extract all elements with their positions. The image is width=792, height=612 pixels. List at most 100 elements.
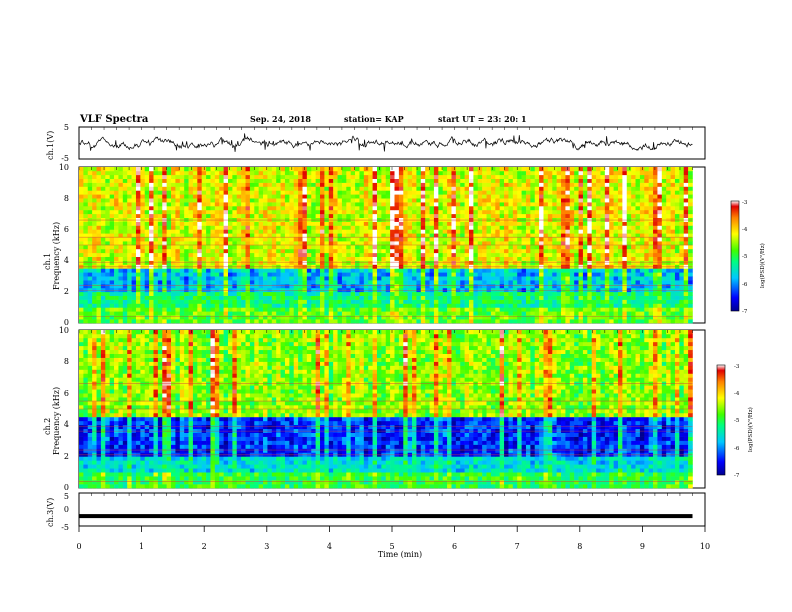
spectrogram-cell: [96, 268, 102, 273]
spectrogram-cell: [600, 248, 606, 254]
spectrogram-cell: [376, 291, 382, 296]
spectrogram-cell: [657, 295, 663, 300]
spectrogram-cell: [219, 252, 224, 257]
spectrogram-cell: [688, 194, 693, 199]
spectrogram-cell: [346, 186, 351, 191]
spectrogram-cell: [315, 319, 321, 324]
spectrogram-cell: [670, 295, 676, 300]
spectrogram-cell: [688, 186, 693, 191]
spectrogram-cell: [175, 284, 181, 289]
spectrogram-cell: [333, 241, 338, 246]
spectrogram-cell: [276, 221, 281, 226]
spectrogram-cell: [639, 319, 645, 324]
spectrogram-cell: [105, 295, 110, 300]
spectrogram-cell: [653, 202, 658, 207]
spectrogram-cell: [232, 252, 238, 257]
spectrogram-cell: [499, 237, 505, 242]
spectrogram-cell: [241, 315, 246, 320]
spectrogram-cell: [521, 319, 527, 324]
spectrogram-cell: [521, 213, 527, 218]
spectrogram-cell: [394, 241, 400, 246]
spectrogram-cell: [600, 225, 606, 230]
spectrogram-cell: [674, 295, 680, 300]
spectrogram-cell: [127, 280, 132, 285]
spectrogram-cell: [359, 319, 365, 324]
spectrogram-cell: [114, 319, 119, 324]
spectrogram-cell: [574, 241, 579, 246]
spectrogram-cell: [429, 221, 435, 226]
spectrogram-cell: [661, 299, 667, 304]
spectrogram-cell: [495, 194, 500, 199]
spectrogram-cell: [508, 252, 514, 257]
spectrogram-cell: [613, 245, 619, 250]
spectrogram-cell: [490, 319, 496, 324]
spectrogram-cell: [482, 202, 487, 207]
spectrogram-cell: [381, 186, 387, 191]
spectrogram-cell: [184, 241, 189, 246]
spectrogram-cell: [666, 202, 671, 207]
spectrogram-cell: [565, 202, 571, 207]
spectrogram-cell: [227, 303, 233, 308]
spectrogram-cell: [92, 202, 97, 207]
spectrogram-cell: [394, 280, 400, 285]
spectrogram-cell: [596, 213, 601, 218]
spectrogram-cell: [315, 245, 321, 250]
spectrogram-cell: [666, 272, 671, 277]
spectrogram-cell: [455, 206, 461, 211]
spectrogram-cell: [311, 202, 316, 207]
spectrogram-cell: [232, 186, 238, 191]
spectrogram-cell: [438, 303, 443, 308]
spectrogram-cell: [482, 252, 487, 257]
spectrogram-cell: [227, 315, 233, 320]
spectrogram-cell: [486, 186, 492, 191]
spectrogram-cell: [118, 190, 124, 195]
spectrogram-cell: [162, 311, 167, 316]
spectrogram-cell: [420, 237, 426, 242]
spectrogram-cell: [359, 303, 365, 308]
spectrogram-cell: [398, 245, 404, 250]
spectrogram-cell: [324, 252, 330, 257]
spectrogram-cell: [512, 256, 518, 261]
spectrogram-cell: [245, 237, 251, 242]
spectrogram-cell: [372, 252, 378, 257]
spectrogram-cell: [666, 291, 671, 296]
spectrogram-cell: [569, 291, 575, 296]
spectrogram-cell: [534, 206, 540, 211]
spectrogram-cell: [175, 295, 181, 300]
spectrogram-cell: [175, 291, 181, 296]
spectrogram-cell: [131, 190, 137, 195]
spectrogram-cell: [639, 248, 645, 254]
spectrogram-cell: [254, 284, 259, 289]
spectrogram-cell: [355, 202, 360, 207]
spectrogram-cell: [447, 311, 452, 316]
spectrogram-cell: [328, 241, 334, 246]
spectrogram-cell: [263, 241, 268, 246]
spectrogram-cell: [206, 291, 211, 296]
spectrogram-cell: [539, 241, 544, 246]
spectrogram-cell: [683, 276, 689, 281]
spectrogram-cell: [569, 256, 575, 261]
spectrogram-cell: [574, 260, 579, 265]
spectrogram-cell: [232, 260, 238, 265]
spectrogram-cell: [105, 241, 110, 246]
spectrogram-cell: [688, 252, 693, 257]
spectrogram-cell: [306, 268, 312, 273]
spectrogram-cell: [376, 260, 382, 265]
spectrogram-cell: [192, 315, 198, 320]
spectrogram-cell: [372, 319, 378, 324]
spectrogram-cell: [245, 280, 251, 285]
spectrogram-cell: [521, 225, 527, 230]
spectrogram-cell: [122, 256, 128, 261]
spectrogram-cell: [547, 319, 553, 324]
spectrogram-cell: [201, 209, 207, 215]
spectrogram-cell: [263, 268, 268, 273]
spectrogram-cell: [495, 237, 500, 242]
spectrogram-cell: [596, 206, 601, 211]
spectrogram-cell: [197, 202, 202, 207]
spectrogram-cell: [569, 272, 575, 277]
spectrogram-cell: [512, 190, 518, 195]
spectrogram-cell: [657, 280, 663, 285]
spectrogram-cell: [425, 299, 430, 304]
spectrogram-cell: [258, 295, 264, 300]
spectrogram-cell: [249, 295, 255, 300]
